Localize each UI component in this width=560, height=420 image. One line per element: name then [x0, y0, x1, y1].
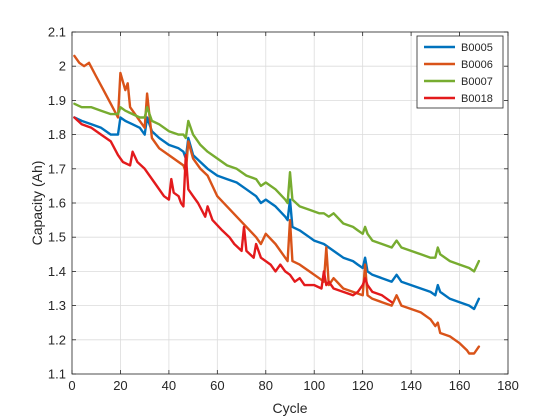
- legend-label: B0007: [461, 76, 493, 88]
- x-tick-label: 20: [113, 378, 127, 393]
- x-tick-label: 160: [449, 378, 471, 393]
- data-series: [73, 54, 481, 355]
- y-tick-label: 1.7: [48, 161, 66, 176]
- legend-label: B0006: [461, 59, 493, 71]
- x-tick-label: 60: [210, 378, 224, 393]
- y-tick-label: 1.4: [48, 264, 66, 279]
- series-line-b0007: [73, 102, 481, 273]
- y-tick-label: 1.2: [48, 332, 66, 347]
- y-tick-label: 1.6: [48, 196, 66, 211]
- legend: B0005 B0006 B0007 B0018: [416, 35, 504, 109]
- x-tick-label: 0: [68, 378, 75, 393]
- x-tick-label: 180: [497, 378, 519, 393]
- x-tick-label: 80: [259, 378, 273, 393]
- axis-ticks: 0 20 40 60 80 100 120 140 160 180 1.1 1.2 1.3 1.4 1.5 1…: [48, 25, 519, 394]
- series-line-b0018: [73, 116, 393, 304]
- y-tick-label: 1.3: [48, 298, 66, 313]
- x-tick-label: 100: [303, 378, 325, 393]
- y-tick-label: 2: [59, 59, 66, 74]
- y-tick-label: 1.5: [48, 230, 66, 245]
- series-line-b0005: [73, 116, 481, 311]
- y-tick-label: 1.1: [48, 367, 66, 382]
- y-axis-title: Capacity (Ah): [29, 161, 45, 246]
- series-line-b0006: [73, 54, 481, 355]
- x-tick-label: 140: [400, 378, 422, 393]
- legend-label: B0018: [461, 93, 493, 105]
- y-tick-label: 1.9: [48, 93, 66, 108]
- legend-label: B0005: [461, 42, 493, 54]
- x-axis-title: Cycle: [272, 400, 307, 416]
- y-tick-label: 1.8: [48, 127, 66, 142]
- x-tick-label: 40: [162, 378, 176, 393]
- y-tick-label: 2.1: [48, 25, 66, 40]
- x-tick-label: 120: [352, 378, 374, 393]
